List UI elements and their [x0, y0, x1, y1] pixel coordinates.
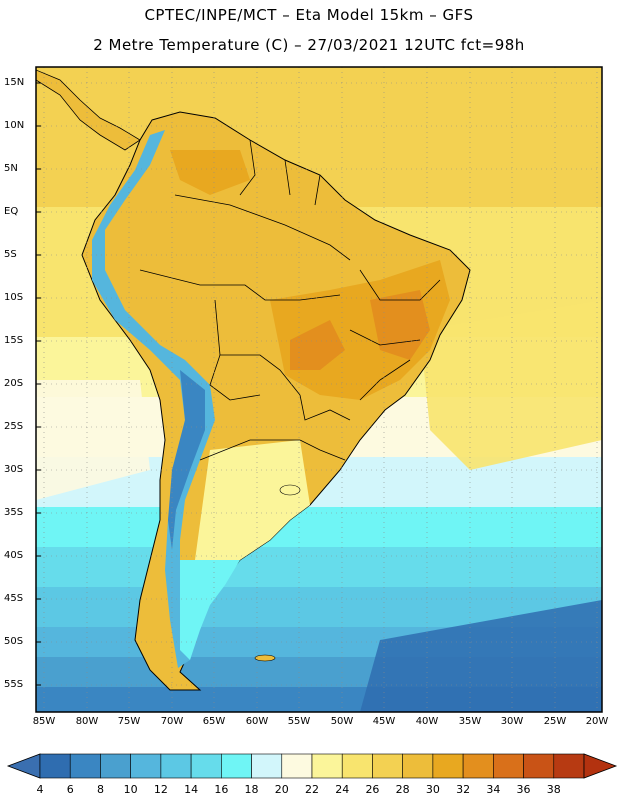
colorbar-box	[402, 753, 434, 779]
chart-subtitle: 2 Metre Temperature (C) – 27/03/2021 12U…	[93, 36, 525, 54]
colorbar-box	[221, 753, 252, 779]
lon-label: 35W	[458, 716, 482, 727]
colorbar-box	[523, 753, 555, 779]
lat-label: 50S	[4, 636, 24, 647]
colorbar-label: 12	[153, 783, 168, 796]
central-america-land	[36, 69, 141, 151]
ocean-warm-zone	[420, 300, 602, 470]
lat-label: EQ	[4, 206, 19, 217]
colorbar-label: 24	[335, 783, 350, 796]
colorbar-label: 22	[305, 783, 319, 796]
lon-label: 40W	[415, 716, 439, 727]
chart-title: CPTEC/INPE/MCT – Eta Model 15km – GFS	[144, 6, 474, 24]
colorbar-label: 18	[244, 783, 259, 796]
colorbar-box	[69, 753, 101, 779]
lon-label: 25W	[543, 716, 567, 727]
patagonia-zone	[180, 560, 240, 660]
colorbar-label: 32	[456, 783, 471, 796]
ocean-cold-zone	[360, 600, 602, 712]
colorbar-box	[160, 753, 192, 779]
colorbar-box	[190, 753, 222, 779]
colorbar-label: 28	[395, 783, 410, 796]
lon-label: 75W	[117, 716, 141, 727]
lat-label: 5S	[4, 249, 17, 260]
colorbar-box	[281, 753, 313, 779]
colorbar-box	[372, 753, 403, 779]
ocean-band	[36, 507, 602, 547]
lon-label: 60W	[245, 716, 269, 727]
hottest-zone	[290, 320, 345, 370]
lat-label: 15N	[4, 77, 25, 88]
lat-label: 30S	[4, 464, 24, 475]
lon-label: 70W	[160, 716, 184, 727]
colorbar-label: 6	[66, 783, 74, 796]
colorbar-label: 4	[36, 783, 44, 796]
axis-ticks	[36, 82, 41, 686]
lat-label: 10S	[4, 292, 24, 303]
colorbar-label: 20	[274, 783, 289, 796]
colorbar-label: 16	[214, 783, 229, 796]
lat-label: 10N	[4, 120, 25, 131]
map-frame	[35, 66, 603, 713]
island	[254, 654, 276, 662]
colorbar-label: 36	[516, 783, 531, 796]
lat-label: 15S	[4, 335, 24, 346]
lat-label: 45S	[4, 593, 24, 604]
hot-zone-north	[170, 150, 250, 195]
lat-label: 35S	[4, 507, 24, 518]
lat-label: 5N	[4, 163, 18, 174]
lat-label: 55S	[4, 679, 24, 690]
island	[279, 484, 301, 496]
lon-label: 50W	[330, 716, 354, 727]
lon-label: 45W	[372, 716, 396, 727]
colorbar-box	[130, 753, 162, 779]
lon-label: 20W	[585, 716, 609, 727]
hottest-zone	[370, 290, 430, 360]
temperature-map	[35, 66, 603, 713]
colorbar-box	[493, 753, 524, 779]
lat-label: 20S	[4, 378, 24, 389]
colorbar-box	[553, 753, 585, 779]
colorbar-label: 38	[546, 783, 561, 796]
colorbar-label: 14	[184, 783, 199, 796]
lat-label: 25S	[4, 421, 24, 432]
colorbar-box	[432, 753, 464, 779]
colorbar-label: 10	[123, 783, 138, 796]
colorbar-box	[462, 753, 494, 779]
colorbar-box	[311, 753, 343, 779]
lon-label: 65W	[202, 716, 226, 727]
colorbar-box	[341, 753, 373, 779]
colorbar-box	[100, 753, 131, 779]
colorbar-arrow-left	[6, 753, 41, 779]
lon-label: 55W	[287, 716, 311, 727]
andes-core	[168, 370, 205, 550]
colorbar-arrow-right	[583, 753, 618, 779]
colorbar-label: 30	[425, 783, 440, 796]
colorbar-box	[39, 753, 71, 779]
lon-label: 80W	[75, 716, 99, 727]
lat-label: 40S	[4, 550, 24, 561]
lon-label: 30W	[500, 716, 524, 727]
colorbar	[6, 753, 618, 779]
ocean-band	[36, 547, 602, 587]
country-borders	[139, 139, 441, 461]
colorbar-box	[251, 753, 283, 779]
colorbar-label: 8	[96, 783, 104, 796]
lon-label: 85W	[32, 716, 56, 727]
colorbar-boxes	[39, 753, 585, 779]
colorbar-label: 34	[486, 783, 501, 796]
colorbar-label: 26	[365, 783, 380, 796]
